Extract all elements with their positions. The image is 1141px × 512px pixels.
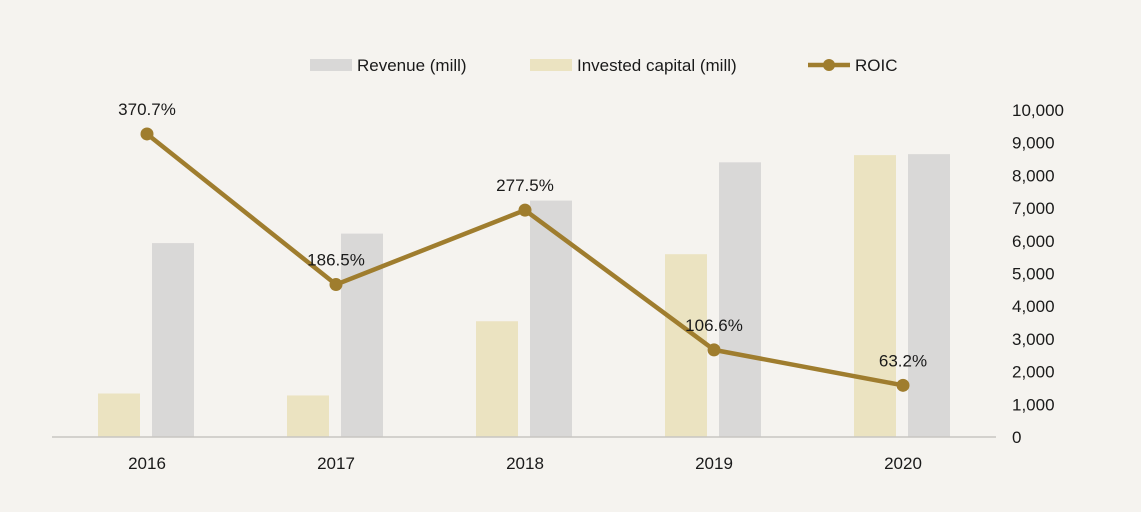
y-tick-2: 2,000	[1012, 363, 1055, 382]
invested-capital-bar-2020	[854, 155, 896, 437]
revenue-bar-2020	[908, 154, 950, 437]
roic-point-2018	[518, 203, 532, 217]
invested-capital-bar-2017	[287, 395, 329, 437]
y-tick-4: 4,000	[1012, 297, 1055, 316]
invested-capital-bar-2019	[665, 254, 707, 437]
roic-line-layer	[140, 127, 910, 392]
legend-swatch-invested-capital	[530, 59, 572, 71]
revenue-bar-2018	[530, 200, 572, 437]
roic-point-2019	[707, 343, 721, 357]
y-tick-7: 7,000	[1012, 199, 1055, 218]
legend-label-roic: ROIC	[855, 56, 898, 75]
y-tick-5: 5,000	[1012, 265, 1055, 284]
legend: Revenue (mill) Invested capital (mill) ROI…	[310, 56, 898, 75]
roic-line	[144, 131, 906, 388]
roic-label-2019: 106.6%	[685, 316, 743, 335]
y-tick-6: 6,000	[1012, 232, 1055, 251]
legend-label-revenue: Revenue (mill)	[357, 56, 467, 75]
roic-label-2018: 277.5%	[496, 176, 554, 195]
roic-label-2017: 186.5%	[307, 251, 365, 270]
x-tick-2020: 2020	[884, 454, 922, 473]
y-tick-labels: 0 1,000 2,000 3,000 4,000 5,000 6,000 7,000 8,00…	[1012, 101, 1064, 447]
invested-capital-bar-2018	[476, 321, 518, 437]
roic-data-labels: 370.7% 186.5% 277.5% 106.6% 63.2%	[118, 100, 927, 370]
y-tick-3: 3,000	[1012, 330, 1055, 349]
roic-label-2020: 63.2%	[879, 351, 927, 370]
invested-capital-bar-2016	[98, 393, 140, 437]
legend-swatch-marker-roic	[823, 59, 835, 71]
y-tick-10: 10,000	[1012, 101, 1064, 120]
x-tick-2019: 2019	[695, 454, 733, 473]
legend-swatch-revenue	[310, 59, 352, 71]
x-tick-2017: 2017	[317, 454, 355, 473]
roic-point-2016	[140, 127, 154, 141]
revenue-bar-2019	[719, 162, 761, 437]
x-tick-2016: 2016	[128, 454, 166, 473]
legend-label-invested-capital: Invested capital (mill)	[577, 56, 737, 75]
y-tick-8: 8,000	[1012, 166, 1055, 185]
roic-point-2017	[329, 278, 343, 292]
x-tick-labels: 2016 2017 2018 2019 2020	[128, 454, 922, 473]
y-tick-0: 0	[1012, 428, 1021, 447]
y-tick-1: 1,000	[1012, 395, 1055, 414]
roic-label-2016: 370.7%	[118, 100, 176, 119]
roic-point-2020	[896, 378, 910, 392]
y-tick-9: 9,000	[1012, 134, 1055, 153]
bars-layer	[98, 154, 950, 437]
revenue-bar-2016	[152, 243, 194, 437]
x-tick-2018: 2018	[506, 454, 544, 473]
